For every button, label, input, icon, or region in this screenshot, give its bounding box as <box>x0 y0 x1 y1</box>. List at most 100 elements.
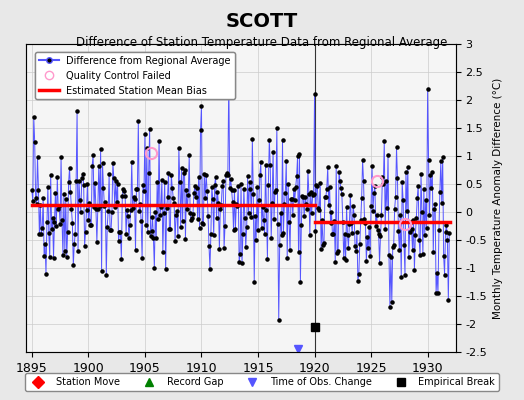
Point <box>182 187 191 193</box>
Point <box>334 248 342 254</box>
Point <box>270 216 278 222</box>
Point <box>205 243 213 249</box>
Point <box>264 182 272 189</box>
Point <box>246 186 255 192</box>
Point <box>328 209 336 215</box>
Point <box>149 234 158 241</box>
Point <box>193 216 202 223</box>
Point <box>322 194 330 200</box>
Point <box>105 171 113 178</box>
Point <box>249 191 257 197</box>
Point <box>51 190 60 197</box>
Point <box>349 203 357 209</box>
Point <box>361 216 369 222</box>
Point <box>154 216 162 222</box>
Point <box>228 199 237 205</box>
Point <box>106 226 114 233</box>
Point <box>302 200 310 207</box>
Point <box>291 184 300 190</box>
Point <box>96 146 105 152</box>
Point <box>377 212 386 218</box>
Point <box>283 255 291 261</box>
Point <box>255 197 263 204</box>
Point <box>236 251 244 258</box>
Point <box>428 168 436 175</box>
Point <box>55 203 63 209</box>
Point <box>75 178 83 184</box>
Point <box>298 192 307 199</box>
Point <box>216 206 224 212</box>
Point <box>163 194 172 200</box>
Point <box>319 242 327 248</box>
Point <box>440 253 448 259</box>
Point <box>158 177 166 184</box>
Point <box>276 242 284 248</box>
Point <box>160 179 169 185</box>
Point <box>317 246 325 252</box>
Point <box>64 179 73 186</box>
Point <box>134 118 143 124</box>
Point <box>165 170 173 176</box>
Point <box>35 231 43 238</box>
Point <box>129 194 138 200</box>
Point <box>312 181 321 188</box>
Point <box>237 181 245 187</box>
Point <box>356 241 364 248</box>
Point <box>431 201 439 207</box>
Point <box>166 226 174 232</box>
Point <box>315 207 323 213</box>
Point <box>173 208 181 214</box>
Point <box>352 248 360 254</box>
Point <box>36 202 45 208</box>
Point <box>168 184 177 191</box>
Point <box>196 127 205 133</box>
Point <box>172 212 180 218</box>
Point <box>388 299 396 305</box>
Point <box>117 256 126 262</box>
Point <box>101 199 110 206</box>
Point <box>115 229 124 235</box>
Point <box>214 200 223 207</box>
Point <box>74 248 82 254</box>
Point <box>48 214 57 221</box>
Point <box>221 222 229 229</box>
Point <box>82 206 91 213</box>
Point <box>59 252 67 258</box>
Point <box>381 226 389 232</box>
Point <box>438 200 446 206</box>
Point <box>293 153 302 160</box>
Point <box>407 219 415 225</box>
Point <box>346 192 355 198</box>
Point <box>372 223 380 229</box>
Point <box>379 181 388 187</box>
Point <box>170 200 178 206</box>
Point <box>305 232 314 238</box>
Point <box>439 154 447 160</box>
Point <box>125 235 133 242</box>
Point <box>374 227 382 233</box>
Point <box>365 224 374 230</box>
Point <box>43 219 51 225</box>
Point <box>392 144 401 151</box>
Point <box>45 230 53 236</box>
Point <box>399 197 407 204</box>
Point <box>211 182 219 188</box>
Point <box>400 242 408 248</box>
Point <box>254 226 262 233</box>
Point <box>402 208 411 214</box>
Point <box>191 183 199 190</box>
Point <box>181 236 190 242</box>
Point <box>161 266 170 272</box>
Point <box>314 205 322 211</box>
Point <box>414 182 422 189</box>
Point <box>342 256 350 263</box>
Point <box>95 203 104 210</box>
Point <box>183 206 192 212</box>
Point <box>227 187 236 194</box>
Point <box>308 210 316 216</box>
Point <box>87 222 95 228</box>
Point <box>47 172 55 178</box>
Point <box>402 169 410 175</box>
Point <box>362 258 370 264</box>
Point <box>340 255 348 261</box>
